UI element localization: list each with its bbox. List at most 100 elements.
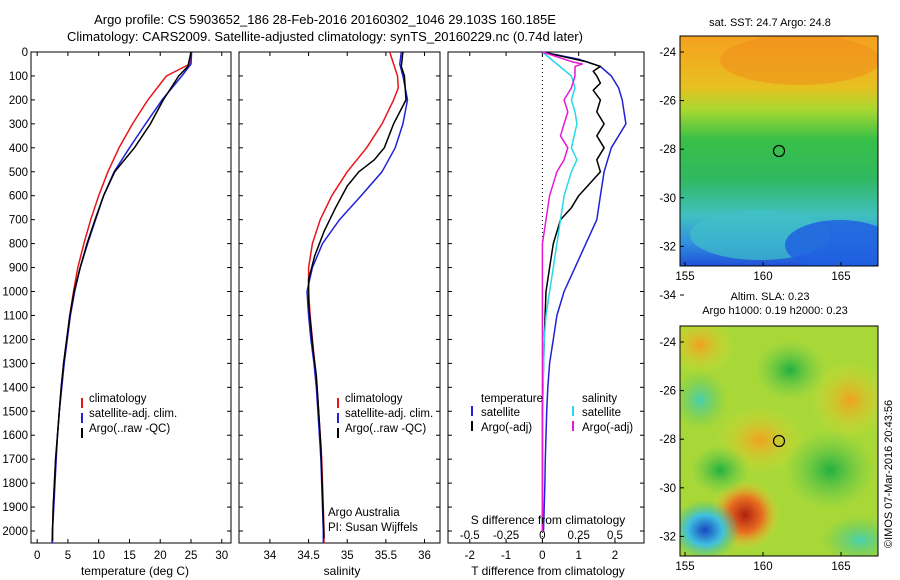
map-x-tick-label: 155 <box>675 561 694 573</box>
map-y-tick-label: -34 <box>659 290 676 302</box>
sla-map: Altim. SLA: 0.23 Argo h1000: 0.19 h2000:… <box>659 291 879 573</box>
map-x-tick-label: 160 <box>753 271 772 283</box>
y-tick-label: 2000 <box>2 526 28 538</box>
note-argo-australia: Argo Australia <box>328 507 400 519</box>
s-tick-label: -0.25 <box>493 530 519 542</box>
x-tick-label: 20 <box>154 550 167 562</box>
y-tick-label: 1100 <box>3 310 28 322</box>
x-tick-label: 34.5 <box>297 550 319 562</box>
map-y-tick-label: -26 <box>659 96 676 108</box>
x-tick-label: 2 <box>612 550 618 562</box>
y-tick-label: 1200 <box>2 334 28 346</box>
legend-label-argo: Argo(..raw -QC) <box>345 423 426 435</box>
sst-map-title: sat. SST: 24.7 Argo: 24.8 <box>709 17 831 29</box>
series-line-salinity-argo-adj- <box>541 51 584 531</box>
x-tick-label: 34 <box>264 550 277 562</box>
difference-legend: temperature satellite Argo(-adj) salinit… <box>471 393 633 434</box>
sla-low-eddy <box>820 515 878 556</box>
sst-argo-location-marker <box>772 144 786 158</box>
map-y-tick-label: -28 <box>659 434 676 446</box>
legend-label-t-argo: Argo(-adj) <box>481 422 532 434</box>
s-tick-label: 0.5 <box>607 530 623 542</box>
x-tick-label: 35 <box>341 550 354 562</box>
salinity-xlabel: salinity <box>324 564 361 578</box>
title-line-2: Climatology: CARS2009. Satellite-adjuste… <box>67 29 583 44</box>
legend-label-satellite: satellite-adj. clim. <box>345 408 433 420</box>
temperature-xlabel: temperature (deg C) <box>81 564 189 578</box>
x-tick-label: 10 <box>92 550 105 562</box>
map-y-tick-label: -32 <box>659 531 676 543</box>
legend-label-s-satellite: satellite <box>582 407 621 419</box>
map-y-tick-label: -28 <box>659 144 676 156</box>
y-tick-label: 1700 <box>2 454 28 466</box>
legend-label-satellite: satellite-adj. clim. <box>89 408 177 420</box>
map-y-tick-label: -26 <box>659 386 676 398</box>
legend-title-temperature: temperature <box>481 393 543 405</box>
t-difference-xlabel: T difference from climatology <box>471 564 625 578</box>
y-tick-label: 1500 <box>2 406 28 418</box>
panel-frame <box>30 51 232 544</box>
sla-map-frame <box>679 325 879 557</box>
y-tick-label: 1600 <box>2 430 28 442</box>
y-tick-label: 0 <box>22 47 28 59</box>
imos-credit: ©IMOS 07-Mar-2016 20:43:56 <box>883 400 895 548</box>
temperature-legend: climatology satellite-adj. clim. Argo(..… <box>81 393 177 438</box>
s-tick-label: 0.25 <box>567 530 589 542</box>
y-tick-label: 500 <box>9 167 28 179</box>
temperature-panel: 0 5 10 15 20 25 30 <box>30 51 232 562</box>
y-tick-label: 100 <box>9 71 28 83</box>
x-tick-label: -2 <box>465 550 475 562</box>
sst-warm-patch <box>720 36 878 85</box>
sst-map: sat. SST: 24.7 Argo: 24.8 -24 -26 -28 -30 -3… <box>659 17 879 302</box>
legend-label-s-argo: Argo(-adj) <box>582 422 633 434</box>
sla-low-eddy <box>755 340 825 400</box>
x-tick-label: 5 <box>65 550 71 562</box>
series-line-temperature-argo-adj- <box>541 51 605 531</box>
map-y-tick-label: -24 <box>659 337 676 349</box>
series-line-salinity-satellite <box>541 51 578 531</box>
difference-panel: -2 -1 0 1 2 -0.5 -0.25 0 0.25 0.5 <box>447 51 645 562</box>
x-tick-label: 36 <box>418 550 431 562</box>
map-y-tick-label: -32 <box>659 241 676 253</box>
map-x-tick-label: 165 <box>831 561 850 573</box>
map-x-tick-label: 165 <box>831 271 850 283</box>
y-tick-label: 1900 <box>2 502 28 514</box>
sla-warm-eddy <box>680 326 735 375</box>
sla-map-title-1: Altim. SLA: 0.23 <box>731 291 810 303</box>
x-tick-label: 25 <box>185 550 198 562</box>
y-tick-label: 1400 <box>2 382 28 394</box>
y-tick-label: 800 <box>9 239 28 251</box>
y-tick-label: 1800 <box>2 478 28 490</box>
legend-label-argo: Argo(..raw -QC) <box>89 423 170 435</box>
x-tick-label: 1 <box>575 550 581 562</box>
map-y-tick-label: -30 <box>659 193 676 205</box>
sla-low-eddy <box>680 370 728 430</box>
s-tick-label: 0 <box>539 530 545 542</box>
map-x-tick-label: 155 <box>675 271 694 283</box>
y-tick-label: 1000 <box>2 287 28 299</box>
x-tick-label: 30 <box>215 550 228 562</box>
note-pi: PI: Susan Wijffels <box>328 522 418 534</box>
x-tick-label: 15 <box>123 550 136 562</box>
legend-label-t-satellite: satellite <box>481 407 520 419</box>
sla-low-eddy <box>785 430 875 510</box>
sla-map-title-2: Argo h1000: 0.19 h2000: 0.23 <box>702 305 848 317</box>
series-line-argo-raw-qc- <box>307 51 407 539</box>
y-tick-label: 200 <box>9 95 28 107</box>
legend-label-climatology: climatology <box>89 393 147 405</box>
x-tick-label: 0 <box>34 550 40 562</box>
sst-cold-patch <box>785 220 878 266</box>
x-tick-label: 35.5 <box>375 550 397 562</box>
salinity-legend: climatology satellite-adj. clim. Argo(..… <box>328 393 433 534</box>
series-line-temperature-satellite <box>542 51 627 532</box>
y-tick-label: 1300 <box>2 358 28 370</box>
s-difference-xlabel: S difference from climatology <box>471 513 626 527</box>
legend-label-climatology: climatology <box>345 393 403 405</box>
map-x-tick-label: 160 <box>753 561 772 573</box>
y-tick-label: 900 <box>9 263 28 275</box>
salinity-panel: 34 34.5 35 35.5 36 <box>238 51 441 562</box>
y-tick-label: 300 <box>9 119 28 131</box>
sla-argo-location-marker <box>772 434 786 448</box>
